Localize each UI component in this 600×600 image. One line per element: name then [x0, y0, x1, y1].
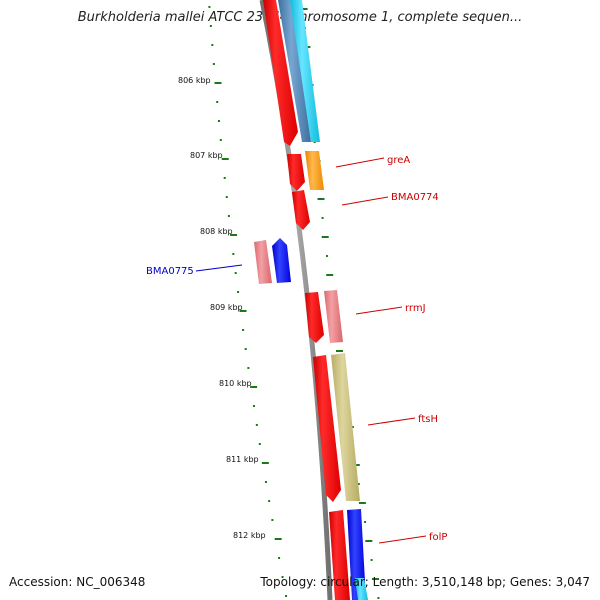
- gene-top-steel[interactable]: [278, 0, 311, 142]
- tick-major-left: [250, 386, 258, 388]
- tick-major-left: [214, 82, 222, 84]
- tick-minor-left: [208, 6, 211, 8]
- tick-label-806: 806 kbp: [178, 76, 211, 85]
- tick-minor-left: [216, 101, 219, 103]
- tick-minor-left: [271, 519, 274, 521]
- gene-red-ftsH-left[interactable]: [313, 355, 341, 502]
- gene-cyan-bottom[interactable]: [355, 578, 368, 600]
- tick-major-right: [336, 350, 344, 352]
- leader-BMA0774: [341, 196, 389, 206]
- tick-minor-left: [212, 63, 215, 65]
- tick-minor-left: [247, 367, 250, 369]
- tick-major-right: [365, 540, 373, 542]
- gene-top-cyan[interactable]: [290, 0, 320, 142]
- tick-minor-left: [227, 215, 230, 217]
- tick-minor-right: [325, 255, 328, 257]
- tick-minor-left: [244, 348, 247, 350]
- tick-major-right: [300, 8, 308, 10]
- gene-red-greA-left[interactable]: [287, 154, 305, 191]
- gene-BMA0774[interactable]: [292, 190, 310, 230]
- tick-minor-left: [258, 443, 261, 445]
- tick-label-807: 807 kbp: [190, 151, 223, 160]
- tick-minor-left: [285, 595, 288, 597]
- tick-minor-left: [264, 481, 267, 483]
- tick-minor-left: [278, 557, 281, 559]
- tick-major-right: [326, 274, 334, 276]
- leader-folP: [378, 535, 427, 544]
- gene-folP[interactable]: [347, 509, 366, 600]
- tick-minor-left: [252, 405, 255, 407]
- tick-major-right: [317, 198, 325, 200]
- gene-label-BMA0775[interactable]: BMA0775: [146, 266, 194, 277]
- gene-BMA0775[interactable]: [272, 238, 291, 283]
- kbp-labels: 806 kbp 807 kbp 808 kbp 809 kbp 810 kbp …: [178, 76, 266, 540]
- tick-minor-right: [377, 597, 380, 599]
- gene-label-rrmJ[interactable]: rrmJ: [405, 303, 426, 314]
- gene-label-greA[interactable]: greA: [387, 155, 410, 166]
- tick-major-left: [230, 234, 238, 236]
- leader-ftsH: [367, 417, 416, 426]
- gene-pink-left[interactable]: [254, 240, 272, 284]
- gene-label-ftsH[interactable]: ftsH: [418, 414, 438, 425]
- tick-minor-left: [223, 177, 226, 179]
- tick-label-810: 810 kbp: [219, 379, 252, 388]
- tick-minor-left: [219, 139, 222, 141]
- tick-label-812: 812 kbp: [233, 531, 266, 540]
- tick-major-left: [261, 462, 269, 464]
- gene-label-folP[interactable]: folP: [429, 532, 447, 543]
- tick-minor-left: [268, 500, 271, 502]
- tick-minor-right: [364, 521, 367, 523]
- tick-major-left: [221, 158, 229, 160]
- tick-minor-left: [237, 291, 240, 293]
- tick-minor-left: [255, 424, 258, 426]
- tick-minor-left: [232, 253, 235, 255]
- tick-minor-left: [211, 44, 214, 46]
- leader-rrmJ: [355, 306, 403, 315]
- tick-label-808: 808 kbp: [200, 227, 233, 236]
- tick-minor-left: [234, 272, 237, 274]
- tick-major-right: [372, 578, 380, 580]
- tick-minor-right: [370, 559, 373, 561]
- tick-major-left: [239, 310, 247, 312]
- gene-label-BMA0774[interactable]: BMA0774: [391, 192, 439, 203]
- accession-text: Accession: NC_006348: [9, 575, 146, 589]
- tick-label-811: 811 kbp: [226, 455, 259, 464]
- tick-minor-left: [225, 196, 228, 198]
- leader-BMA0775: [195, 264, 243, 272]
- tick-major-left: [274, 538, 282, 540]
- tick-minor-right: [321, 217, 324, 219]
- tick-minor-right: [357, 483, 360, 485]
- tick-minor-left: [209, 25, 212, 27]
- summary-text: Topology: circular; Length: 3,510,148 bp…: [260, 575, 590, 589]
- gene-greA[interactable]: [305, 151, 324, 190]
- tick-minor-left: [281, 576, 284, 578]
- gene-rrmJ[interactable]: [324, 290, 343, 343]
- tick-minor-left: [242, 329, 245, 331]
- gene-ftsH[interactable]: [331, 353, 360, 501]
- tick-minor-left: [217, 120, 220, 122]
- gene-red-rrmJ-left[interactable]: [305, 292, 324, 343]
- gene-top-red[interactable]: [263, 0, 298, 146]
- tick-label-809: 809 kbp: [210, 303, 243, 312]
- leader-greA: [335, 157, 385, 168]
- tick-major-right: [321, 236, 329, 238]
- tick-major-right: [358, 502, 366, 504]
- gene-red-folP-left[interactable]: [329, 510, 350, 600]
